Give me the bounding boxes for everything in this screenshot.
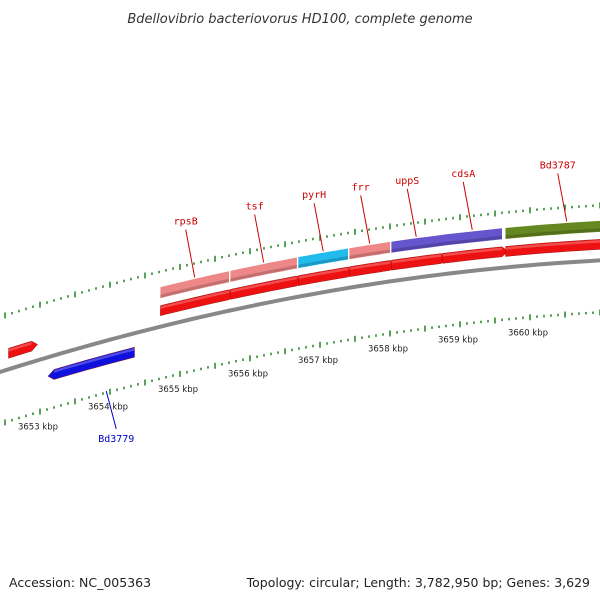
outer-tick-track [4,202,600,319]
label-leader [462,181,473,230]
gene-highlight [298,267,348,279]
scale-label: 3654 kbp [88,403,128,413]
inner-tick-track [4,309,600,426]
scale-labels: 3653 kbp 3654 kbp 3655 kbp 3656 kbp 3657 kbp… [18,328,548,432]
gene-label-g-upps: uppS [395,176,419,187]
gene-arrow-g-bd3779[interactable] [47,346,135,380]
feature-block-f-pyrh[interactable] [298,248,348,269]
feature-shadow [298,256,348,268]
gene-label-g-bd3787: Bd3787 [540,160,576,171]
feature-block-f-frr[interactable] [349,241,390,260]
map-title: Bdellovibrio bacteriovorus HD100, comple… [127,12,472,27]
gene-arrow-g-left[interactable] [8,340,38,359]
feature-track [160,220,600,299]
genome-backbone [0,258,600,375]
gene-labels: Bd3779 rpsB tsf pyrH frr uppS cdsA Bd3787 [98,160,576,445]
feature-block-f-upps[interactable] [391,228,502,253]
feature-shadow [505,228,600,239]
feature-shadow [160,278,229,298]
feature-block-f-bd3787[interactable] [505,220,600,239]
gene-arrow-g-bd3787[interactable] [505,238,600,257]
scale-label: 3658 kbp [368,344,408,354]
accession-text: Accession: NC_005363 [9,575,151,590]
gene-label-g-bd3779: Bd3779 [98,434,134,445]
gene-label-g-rpsb: rpsB [174,216,198,227]
gene-arrow-g-cdsa[interactable] [442,246,509,264]
gene-highlight [349,261,390,270]
feature-block-f-tsf[interactable] [230,257,297,282]
gene-highlight [54,348,135,373]
gene-label-g-tsf: tsf [246,201,264,212]
gene-label-g-frr: frr [352,183,370,194]
label-leader [313,203,324,252]
gene-highlight [442,247,502,257]
scale-label: 3660 kbp [508,328,548,338]
scale-label: 3659 kbp [438,335,478,345]
scale-label: 3657 kbp [298,356,338,366]
gene-highlight [505,240,600,250]
gene-highlight [391,254,442,264]
scale-label: 3655 kbp [158,385,198,395]
label-leader [406,188,417,237]
label-leader [557,173,568,222]
gene-highlight [230,276,297,293]
gene-highlight [160,290,229,309]
feature-shadow [230,265,297,282]
label-leader [185,229,196,278]
gene-track [8,238,600,380]
feature-shadow [349,249,390,259]
scale-label: 3656 kbp [228,369,268,379]
genome-summary-text: Topology: circular; Length: 3,782,950 bp… [246,575,590,590]
label-leader [254,214,265,263]
label-leader [105,390,117,430]
gene-highlight [8,341,32,352]
scale-label: 3653 kbp [18,423,58,433]
feature-block-f-rpsb[interactable] [160,271,229,299]
label-leader [360,195,371,244]
gene-label-g-cdsa: cdsA [451,169,475,180]
feature-shadow [391,235,502,253]
gene-label-g-pyrh: pyrH [302,190,326,201]
